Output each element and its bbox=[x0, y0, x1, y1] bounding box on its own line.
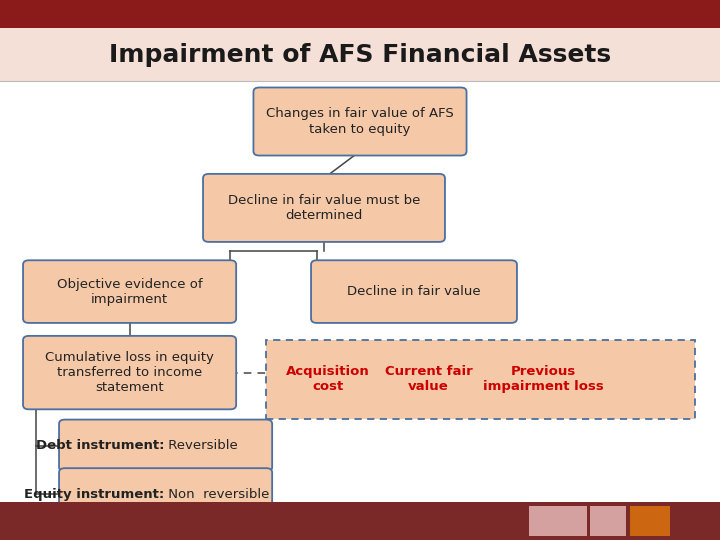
Text: Acquisition
cost: Acquisition cost bbox=[286, 365, 369, 393]
Text: Current fair
value: Current fair value bbox=[384, 365, 472, 393]
Text: Impairment of AFS Financial Assets: Impairment of AFS Financial Assets bbox=[109, 43, 611, 66]
Text: Debt instrument:: Debt instrument: bbox=[36, 439, 164, 452]
FancyBboxPatch shape bbox=[59, 420, 272, 471]
Text: Non  reversible: Non reversible bbox=[164, 488, 269, 501]
Text: Equity instrument:: Equity instrument: bbox=[24, 488, 164, 501]
Text: Reversible: Reversible bbox=[164, 439, 238, 452]
Text: Objective evidence of
impairment: Objective evidence of impairment bbox=[57, 278, 202, 306]
FancyBboxPatch shape bbox=[23, 336, 236, 409]
Text: Changes in fair value of AFS
taken to equity: Changes in fair value of AFS taken to eq… bbox=[266, 107, 454, 136]
FancyBboxPatch shape bbox=[203, 174, 445, 242]
FancyBboxPatch shape bbox=[59, 468, 272, 520]
FancyBboxPatch shape bbox=[266, 340, 695, 418]
Bar bbox=[529, 506, 587, 536]
Text: Decline in fair value must be
determined: Decline in fair value must be determined bbox=[228, 194, 420, 222]
FancyBboxPatch shape bbox=[253, 87, 467, 156]
Text: Previous
impairment loss: Previous impairment loss bbox=[483, 365, 604, 393]
FancyBboxPatch shape bbox=[311, 260, 517, 323]
Bar bbox=[590, 506, 626, 536]
Bar bbox=[630, 506, 670, 536]
Bar bbox=[0, 28, 720, 81]
Text: Cumulative loss in equity
transferred to income
statement: Cumulative loss in equity transferred to… bbox=[45, 351, 214, 394]
FancyBboxPatch shape bbox=[23, 260, 236, 323]
Text: Decline in fair value: Decline in fair value bbox=[347, 285, 481, 298]
Bar bbox=[0, 0, 720, 28]
Bar bbox=[0, 502, 720, 540]
